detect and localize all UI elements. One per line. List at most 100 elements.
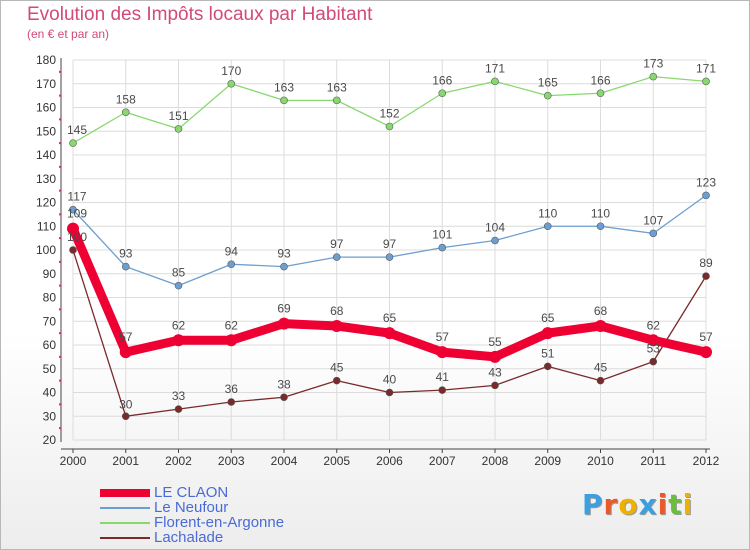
data-point <box>702 191 710 200</box>
y-minor-tick <box>59 308 61 311</box>
data-point <box>174 125 183 133</box>
data-label: 93 <box>277 247 291 261</box>
data-point <box>649 229 658 238</box>
y-tick-label: 50 <box>43 362 57 376</box>
y-tick-label: 130 <box>36 172 56 186</box>
data-point <box>541 327 554 340</box>
data-point <box>438 386 447 394</box>
data-label: 45 <box>330 361 344 375</box>
data-point <box>227 79 236 88</box>
data-point <box>596 376 605 385</box>
data-point <box>67 222 79 235</box>
data-label: 152 <box>379 107 399 121</box>
data-point <box>172 334 185 347</box>
x-tick-label: 2001 <box>112 454 139 468</box>
data-point <box>225 334 238 347</box>
data-label: 165 <box>538 76 558 90</box>
data-point <box>489 350 501 363</box>
data-label: 171 <box>696 61 716 75</box>
legend-label: Florent-en-Argonne <box>154 514 285 531</box>
data-label: 151 <box>168 109 188 123</box>
data-point <box>649 357 658 366</box>
data-label: 117 <box>67 190 86 204</box>
data-label: 158 <box>116 92 136 106</box>
y-minor-tick <box>59 237 61 240</box>
x-tick-label: 2000 <box>60 454 87 468</box>
y-tick-label: 160 <box>36 101 56 115</box>
data-label: 101 <box>432 228 452 242</box>
data-point <box>69 246 77 254</box>
data-point <box>385 122 394 131</box>
data-point <box>647 334 660 347</box>
data-label: 171 <box>485 61 505 75</box>
data-point <box>332 96 341 105</box>
data-point <box>594 320 607 332</box>
chart-title: Evolution des Impôts locaux par Habitant <box>27 4 373 25</box>
data-point <box>332 376 341 385</box>
data-label: 65 <box>383 311 397 325</box>
data-label: 69 <box>277 302 291 316</box>
y-minor-tick <box>59 70 61 73</box>
y-minor-tick <box>59 189 61 192</box>
y-tick-label: 60 <box>43 338 57 352</box>
y-minor-tick <box>59 427 61 430</box>
data-label: 62 <box>647 318 661 332</box>
data-point <box>436 346 449 359</box>
data-label: 38 <box>277 377 291 391</box>
data-point <box>332 253 341 261</box>
logo-letter: o <box>618 488 639 521</box>
data-label: 104 <box>485 221 505 235</box>
data-point <box>385 253 394 261</box>
data-label: 40 <box>383 373 397 387</box>
y-tick-label: 100 <box>36 243 56 257</box>
y-minor-tick <box>59 118 61 121</box>
y-tick-label: 170 <box>36 77 56 91</box>
y-minor-tick <box>59 379 61 382</box>
data-label: 163 <box>327 80 347 94</box>
legend-item: LE CLAON <box>100 485 284 500</box>
legend-swatch <box>100 488 150 497</box>
data-label: 68 <box>330 304 344 318</box>
legend-label: Le Neufour <box>154 499 229 516</box>
data-label: 107 <box>643 213 663 227</box>
data-label: 57 <box>436 330 450 344</box>
data-label: 123 <box>696 175 716 189</box>
x-tick-label: 2012 <box>693 454 720 468</box>
logo-letter: x <box>638 488 658 521</box>
y-minor-tick <box>59 355 61 358</box>
data-point <box>69 139 77 147</box>
proxiti-logo: Proxiti <box>582 488 693 521</box>
data-label: 62 <box>225 318 239 332</box>
data-label: 68 <box>594 304 608 318</box>
legend-item: Florent-en-Argonne <box>100 515 284 530</box>
y-minor-tick <box>59 142 61 145</box>
y-minor-tick <box>59 94 61 97</box>
data-point <box>69 205 77 214</box>
series-layer <box>67 72 712 421</box>
y-minor-tick <box>59 284 61 287</box>
chart-subtitle: (en € et par an) <box>27 27 110 41</box>
data-label: 45 <box>594 361 608 375</box>
data-label: 41 <box>436 370 450 384</box>
legend-label: Lachalade <box>154 529 224 546</box>
label-layer: 109 57 62 62 69 68 65 57 55 65 68 62 57 117 93 85 94 93 97… <box>67 57 716 412</box>
data-point <box>543 362 552 371</box>
x-tick-label: 2004 <box>271 454 298 468</box>
y-tick-label: 20 <box>43 433 57 447</box>
data-label: 110 <box>591 206 610 220</box>
legend: LE CLAON Le Neufour Florent-en-Argonne Lach… <box>100 485 284 545</box>
x-tick-label: 2005 <box>323 454 350 468</box>
data-label: 109 <box>67 207 87 221</box>
data-point <box>543 91 552 100</box>
data-label: 93 <box>119 247 133 261</box>
data-point <box>596 222 605 231</box>
data-point <box>280 262 288 271</box>
data-point <box>280 393 288 402</box>
x-tick-label: 2011 <box>640 454 666 468</box>
data-label: 57 <box>119 330 133 344</box>
data-point <box>121 262 130 271</box>
x-tick-label: 2010 <box>587 454 614 468</box>
data-point <box>649 72 658 81</box>
data-point <box>702 77 710 86</box>
